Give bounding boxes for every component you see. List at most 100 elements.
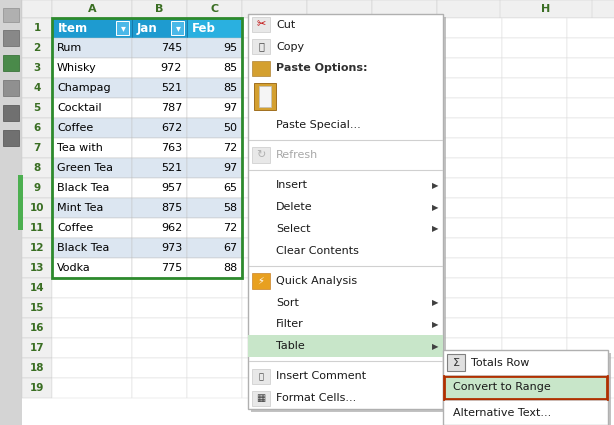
Text: Green Tea: Green Tea <box>57 163 113 173</box>
Bar <box>437 58 502 78</box>
Bar <box>307 238 372 258</box>
Text: 9: 9 <box>33 183 41 193</box>
Text: 8: 8 <box>33 163 41 173</box>
Bar <box>502 238 567 258</box>
Text: Paste Special...: Paste Special... <box>276 120 361 130</box>
Bar <box>52 78 132 98</box>
Bar <box>187 238 242 258</box>
Bar <box>52 318 132 338</box>
Text: Format Cells...: Format Cells... <box>276 393 356 403</box>
Bar <box>187 38 242 58</box>
Bar <box>567 98 614 118</box>
Text: Cocktail: Cocktail <box>57 103 102 113</box>
Bar <box>22 198 52 218</box>
Bar <box>22 138 52 158</box>
Bar <box>187 58 242 78</box>
Bar <box>52 0 132 18</box>
Bar <box>242 318 307 338</box>
Bar <box>22 58 52 78</box>
Bar <box>307 178 372 198</box>
Bar <box>187 158 242 178</box>
Text: 521: 521 <box>161 163 182 173</box>
Text: 72: 72 <box>223 223 237 233</box>
Bar <box>437 38 502 58</box>
Bar <box>52 278 132 298</box>
Bar <box>132 318 187 338</box>
Text: ▦: ▦ <box>257 393 266 403</box>
Bar <box>3 55 19 71</box>
Bar <box>372 318 437 338</box>
Text: Feb: Feb <box>192 22 216 34</box>
Bar <box>372 0 437 18</box>
Bar <box>187 98 242 118</box>
Text: Alternative Text...: Alternative Text... <box>453 408 551 417</box>
Text: 962: 962 <box>161 223 182 233</box>
Bar <box>242 178 307 198</box>
Bar <box>22 78 52 98</box>
Text: Sort: Sort <box>276 298 299 308</box>
Bar <box>254 83 276 110</box>
Bar <box>307 138 372 158</box>
Bar <box>567 118 614 138</box>
Bar <box>132 238 187 258</box>
Bar <box>372 378 437 398</box>
Bar <box>567 78 614 98</box>
Text: ▶: ▶ <box>432 224 438 233</box>
Bar <box>22 318 52 338</box>
Bar <box>52 38 132 58</box>
Bar <box>502 118 567 138</box>
Text: Whisky: Whisky <box>57 63 97 73</box>
Bar <box>567 318 614 338</box>
Bar <box>567 278 614 298</box>
Bar <box>132 98 187 118</box>
Text: 787: 787 <box>161 103 182 113</box>
Bar <box>252 147 270 163</box>
Text: 72: 72 <box>223 143 237 153</box>
Bar <box>567 0 614 18</box>
Bar <box>132 298 187 318</box>
Text: 7: 7 <box>33 143 41 153</box>
Bar <box>248 14 443 409</box>
Text: Coffee: Coffee <box>57 223 93 233</box>
Text: 875: 875 <box>161 203 182 213</box>
Bar <box>3 30 19 46</box>
Bar <box>18 175 23 230</box>
Bar <box>132 158 187 178</box>
Bar <box>242 218 307 238</box>
Bar <box>132 218 187 238</box>
Text: Clear Contents: Clear Contents <box>276 246 359 255</box>
Bar <box>437 158 502 178</box>
Bar <box>22 18 52 38</box>
Bar <box>372 138 437 158</box>
Bar <box>52 338 132 358</box>
Text: 85: 85 <box>223 63 237 73</box>
Text: 17: 17 <box>29 343 44 353</box>
Text: 85: 85 <box>223 83 237 93</box>
Text: ↻: ↻ <box>256 150 266 160</box>
Bar <box>252 391 270 406</box>
Text: Rum: Rum <box>57 43 82 53</box>
Bar <box>242 378 307 398</box>
Bar <box>372 78 437 98</box>
Bar <box>437 78 502 98</box>
Bar <box>307 258 372 278</box>
Text: C: C <box>211 4 219 14</box>
Bar <box>444 376 607 399</box>
Bar <box>437 378 502 398</box>
Bar <box>500 0 592 18</box>
Bar <box>132 338 187 358</box>
Bar <box>242 98 307 118</box>
Bar <box>502 318 567 338</box>
Bar <box>372 338 437 358</box>
Bar <box>52 58 132 78</box>
Text: 521: 521 <box>161 83 182 93</box>
Bar <box>187 298 242 318</box>
Bar <box>567 338 614 358</box>
Bar <box>52 138 132 158</box>
Bar <box>52 118 132 138</box>
Text: ▶: ▶ <box>432 342 438 351</box>
Text: Copy: Copy <box>276 42 304 51</box>
Bar <box>52 218 132 238</box>
Bar <box>372 258 437 278</box>
Bar <box>437 198 502 218</box>
